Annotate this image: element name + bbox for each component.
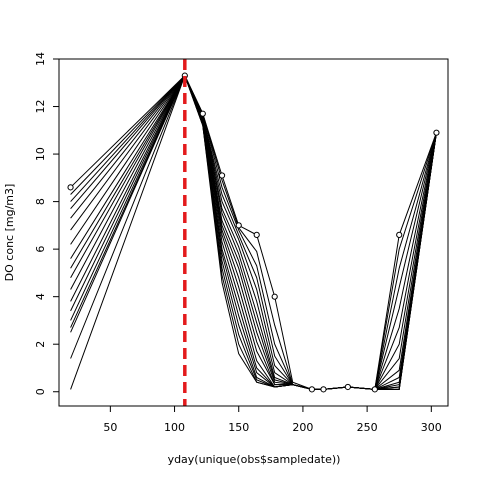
- series-line-4: [70, 74, 437, 390]
- series-line-17: [70, 74, 437, 390]
- series-line-15: [70, 74, 437, 390]
- observation-point: [308, 386, 316, 393]
- x-tick-label: 50: [103, 421, 117, 434]
- observation-point: [433, 129, 440, 136]
- series-line-8: [70, 74, 437, 390]
- series-line-13: [70, 74, 437, 390]
- y-tick-label: 4: [34, 293, 47, 300]
- observation-point: [253, 231, 260, 238]
- x-tick-label: 200: [292, 421, 313, 434]
- series-line-14: [70, 74, 437, 390]
- x-axis: 50 100 150 200 250 300: [103, 405, 442, 434]
- observation-point: [371, 386, 378, 393]
- observation-point: [320, 386, 327, 393]
- series-line-18: [70, 74, 437, 390]
- x-tick-label: 150: [228, 421, 249, 434]
- series-line-9: [70, 74, 437, 390]
- observation-point: [271, 293, 278, 300]
- series-line-2: [70, 74, 437, 390]
- y-tick-label: 6: [34, 246, 47, 253]
- y-tick-label: 8: [34, 198, 47, 205]
- y-axis-label: DO conc [mg/m3]: [3, 184, 16, 282]
- observation-points-layer: [67, 72, 440, 393]
- y-tick-label: 12: [34, 100, 47, 114]
- x-tick-label: 100: [164, 421, 185, 434]
- y-tick-label: 14: [34, 52, 47, 66]
- observation-point: [199, 110, 206, 117]
- observation-point: [235, 222, 242, 229]
- series-line-16: [70, 74, 437, 390]
- series-line-10: [70, 74, 437, 390]
- observation-point: [344, 383, 351, 391]
- series-line-7: [70, 74, 437, 390]
- series-line-11: [70, 74, 437, 390]
- x-tick-label: 250: [357, 421, 378, 434]
- series-line-5: [70, 74, 437, 390]
- plot-frame: [58, 58, 449, 407]
- x-axis-label: yday(unique(obs$sampledate)): [168, 453, 341, 466]
- observation-point: [396, 231, 403, 238]
- y-tick-label: 2: [34, 341, 47, 348]
- series-line-12: [70, 74, 437, 390]
- series-layer: [70, 74, 437, 390]
- observation-point: [67, 184, 74, 191]
- observation-point: [218, 172, 226, 179]
- x-tick-label: 300: [421, 421, 442, 434]
- y-tick-label: 10: [34, 147, 47, 161]
- y-axis: 0 2 4 6 8 10 12 14: [34, 52, 60, 395]
- series-line-3: [70, 74, 437, 390]
- series-line-1: [70, 74, 437, 390]
- y-tick-label: 0: [34, 388, 47, 395]
- series-line-6: [70, 74, 437, 390]
